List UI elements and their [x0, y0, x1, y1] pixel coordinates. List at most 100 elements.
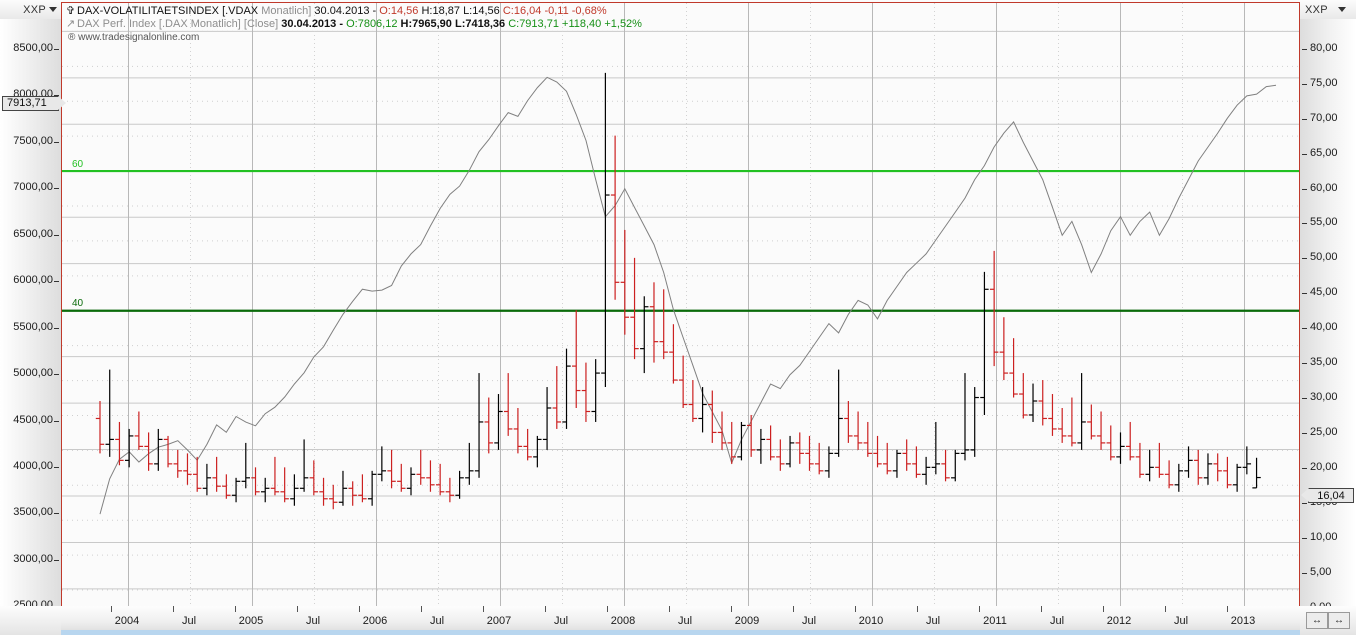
time-axis-tick-label: 2010	[858, 615, 884, 627]
time-axis-tick-label: 2004	[114, 615, 140, 627]
left-axis-tick	[54, 420, 59, 422]
right-axis-tick-label: 10,00	[1310, 530, 1338, 543]
legend-dax-close-label: C:	[508, 18, 520, 30]
legend-vdax-low: 14,56	[472, 5, 500, 17]
line-icon: ↗	[66, 18, 76, 30]
left-axis-tick-label: 6000,00	[13, 274, 53, 287]
legend-vdax-close-label: C:	[502, 5, 514, 17]
chart-legend: ✞ DAX-VOLATILITAETSINDEX [.VDAX Monatlich…	[66, 5, 642, 44]
axis-scrollbar[interactable]	[0, 630, 1356, 635]
left-axis-menu[interactable]: XXP	[0, 0, 61, 19]
legend-vdax-name: DAX-VOLATILITAETSINDEX [.VDAX	[77, 5, 259, 17]
right-axis-tick-label: 55,00	[1310, 216, 1338, 229]
legend-dax-change: +118,40	[562, 18, 602, 30]
left-axis-tick-label: 5000,00	[13, 367, 53, 380]
ohlc-bar-icon: ✞	[66, 5, 76, 17]
right-axis-tick	[1302, 467, 1307, 469]
time-axis-tick	[1041, 606, 1042, 612]
legend-row-vdax[interactable]: ✞ DAX-VOLATILITAETSINDEX [.VDAX Monatlich…	[66, 5, 642, 18]
time-axis[interactable]: 2004 Jul 2005 Jul 2006 Jul 2007 Jul 2008 Jul 2009 J…	[0, 606, 1356, 635]
legend-dax-change-pct: +1,52%	[604, 18, 642, 30]
left-axis-tick-label: 3000,00	[13, 552, 53, 565]
left-axis-tick	[54, 141, 59, 143]
right-axis-tick-label: 40,00	[1310, 321, 1338, 334]
legend-vdax-close: 16,04	[513, 5, 542, 17]
time-axis-tick	[855, 606, 856, 612]
left-axis-tick	[54, 374, 59, 376]
right-axis-tick	[1302, 502, 1307, 504]
legend-vdax-change-pct: -0,68%	[571, 5, 607, 17]
chart-canvas	[62, 3, 1299, 607]
right-axis-tick	[1302, 48, 1307, 50]
time-axis-tick	[235, 606, 236, 612]
time-axis-tick-label: Jul	[181, 615, 197, 627]
time-axis-tick-label: 2007	[486, 615, 512, 627]
time-axis-tick-label: Jul	[1049, 615, 1065, 627]
left-axis-tick	[54, 327, 59, 329]
legend-vdax-interval: Monatlich]	[261, 5, 312, 17]
right-axis-tick	[1302, 153, 1307, 155]
legend-dax-field: [Close]	[243, 18, 279, 30]
right-axis-tick-label: 25,00	[1310, 425, 1338, 438]
legend-dax-close: 7913,71	[519, 18, 559, 30]
chart-plot-area[interactable]: ✞ DAX-VOLATILITAETSINDEX [.VDAX Monatlich…	[61, 2, 1300, 608]
time-axis-tick	[607, 606, 608, 612]
time-axis-tick	[483, 606, 484, 612]
right-axis-tick-label: 35,00	[1310, 356, 1338, 369]
right-axis-tick-label: 65,00	[1310, 146, 1338, 159]
legend-vdax-high-label: H:	[421, 5, 433, 17]
chevron-down-icon	[49, 7, 57, 12]
legend-vdax-change: -0,11	[544, 5, 569, 17]
right-axis-menu[interactable]: XXP	[1300, 0, 1356, 19]
left-axis-tick-label: 4000,00	[13, 460, 53, 473]
left-axis-tick	[54, 188, 59, 190]
resize-horizontal-icon[interactable]: ↔	[1306, 612, 1328, 629]
time-axis-tick	[359, 606, 360, 612]
right-axis-tick	[1302, 432, 1307, 434]
legend-vdax-low-label: L:	[463, 5, 473, 17]
right-axis-tick-label: 30,00	[1310, 391, 1338, 404]
left-price-axis[interactable]: 8500,00 8000,00 7500,00 7000,00 6500,00 6000,…	[0, 19, 66, 611]
time-axis-tick-label: 2011	[983, 615, 1007, 627]
right-price-flag: 16,04	[1301, 488, 1354, 504]
threshold-label-40: 40	[72, 298, 84, 310]
left-axis-tick-label: 6500,00	[13, 227, 53, 240]
time-axis-tick-label: 2006	[362, 615, 388, 627]
legend-dax-interval: Monatlich]	[190, 18, 241, 30]
time-axis-tick-label: 2005	[238, 615, 264, 627]
time-axis-tick-label: Jul	[925, 615, 941, 627]
watermark: ® www.tradesignalonline.com	[68, 32, 200, 43]
legend-row-dax[interactable]: ↗ DAX Perf. Index [.DAX Monatlich] [Close…	[66, 18, 642, 31]
right-axis-tick	[1302, 537, 1307, 539]
right-axis-tick	[1302, 293, 1307, 295]
resize-horizontal-wide-icon[interactable]: ↔	[1328, 612, 1350, 629]
right-axis-tick	[1302, 223, 1307, 225]
threshold-label-60: 60	[72, 158, 84, 170]
time-axis-tick-label: Jul	[801, 615, 817, 627]
left-axis-tick	[54, 281, 59, 283]
right-price-axis[interactable]: 80,00 75,00 70,00 65,00 60,00 55,00 50,00 45,00…	[1300, 19, 1356, 613]
legend-vdax-date: 30.04.2013 -	[314, 5, 377, 17]
left-axis-tick	[54, 234, 59, 236]
right-price-flag-value: 16,04	[1317, 489, 1345, 502]
legend-vdax-open-label: O:	[379, 5, 391, 17]
time-axis-tick	[731, 606, 732, 612]
left-axis-tick-label: 5500,00	[13, 320, 53, 333]
left-price-flag-value: 7913,71	[7, 97, 47, 110]
left-axis-menu-label: XXP	[23, 3, 46, 16]
left-axis-tick	[54, 559, 59, 561]
left-axis-tick-label: 8500,00	[13, 41, 53, 54]
axis-zoom-controls: ↔ ↔	[1300, 606, 1356, 635]
chevron-down-icon	[1337, 7, 1346, 12]
time-axis-tick	[793, 606, 794, 612]
left-axis-tick	[54, 48, 59, 50]
right-axis-tick	[1302, 188, 1307, 190]
time-axis-tick-label: 2008	[610, 615, 636, 627]
time-axis-tick	[669, 606, 670, 612]
legend-dax-open-label: O:	[346, 18, 358, 30]
right-axis-menu-label: XXP	[1305, 3, 1328, 16]
time-axis-tick-label: 2012	[1106, 615, 1132, 627]
time-axis-tick	[297, 606, 298, 612]
left-axis-tick-label: 3500,00	[13, 506, 53, 519]
time-axis-tick-label: 2009	[734, 615, 760, 627]
